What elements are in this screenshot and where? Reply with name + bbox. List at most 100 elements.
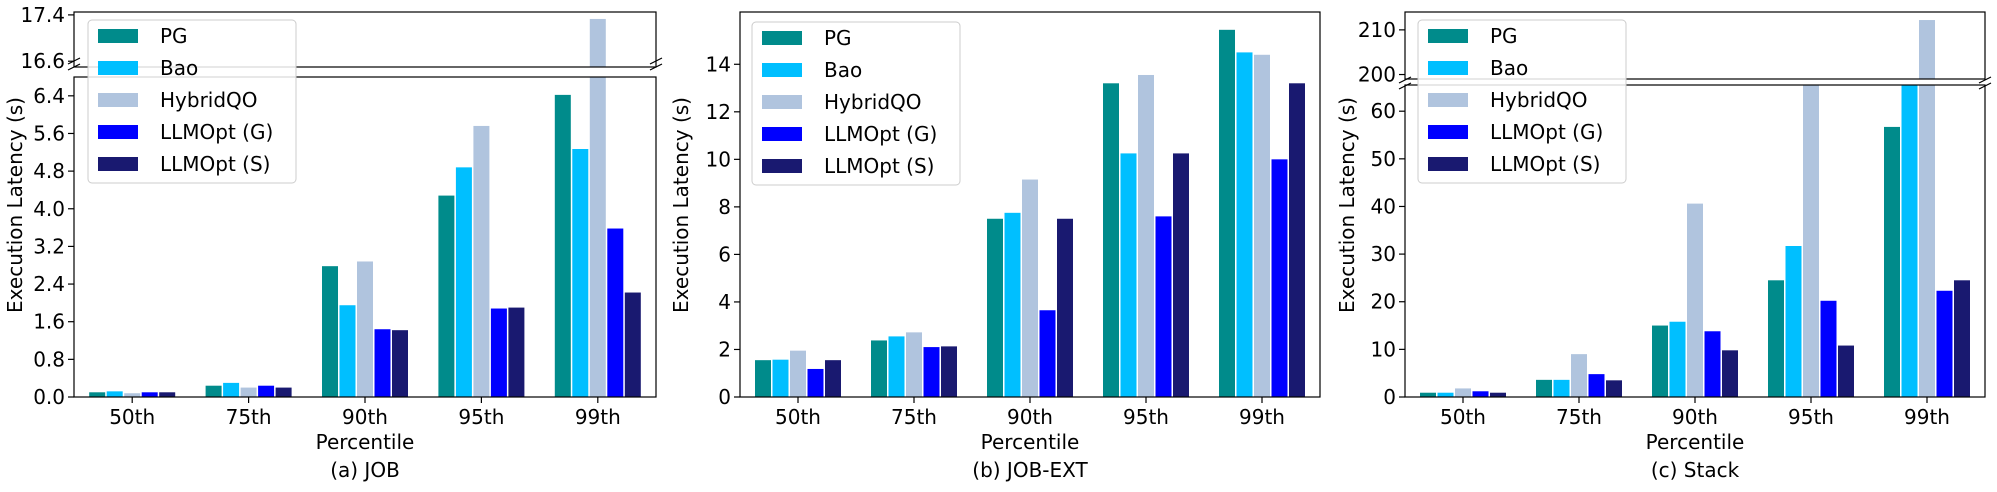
panel-a-ticks: 50th 75th 90th 95th 99th 0.0 0.8 1.6 2.4 3.2 4.0 4.… xyxy=(20,3,620,429)
bar-llmopt-s-99th xyxy=(624,292,641,397)
panel-c-upper-frame xyxy=(1404,11,1986,80)
legend-swatch-bao xyxy=(98,61,138,75)
y-tick-label: 0 xyxy=(718,385,731,409)
legend-swatch-llmopt-s xyxy=(762,159,802,173)
bar-llmopt-g-50th xyxy=(1472,391,1489,397)
y-tick-label: 2 xyxy=(718,337,731,361)
bar-hybridqo-95th xyxy=(1138,74,1154,397)
bar-pg-75th xyxy=(205,385,222,397)
panel-c-legend: PG Bao HybridQO LLMOpt (G) LLMOpt (S) xyxy=(1417,19,1627,184)
panel-c-stack: 50th 75th 90th 95th 99th0102030405060200210 … xyxy=(1335,11,1992,482)
bar-pg-95th xyxy=(438,195,455,397)
panel-c-title: (c) Stack xyxy=(1651,458,1740,482)
panel-b-title: (b) JOB-EXT xyxy=(972,458,1088,482)
legend-swatch-pg xyxy=(1428,29,1468,43)
bar-bao-75th xyxy=(223,382,240,397)
legend-label-llmopt-g: LLMOpt (G) xyxy=(824,122,937,146)
bar-llmopt-g-99th xyxy=(607,228,624,397)
x-tick-label-95th: 95th xyxy=(1123,405,1169,429)
bar-pg-95th xyxy=(1103,83,1119,397)
y-tick-label: 30 xyxy=(1371,242,1396,266)
y-tick-label: 16.6 xyxy=(20,49,65,73)
y-tick-label: 10 xyxy=(706,147,731,171)
legend-swatch-bao xyxy=(1428,61,1468,75)
panel-a-upper-frame xyxy=(73,11,657,68)
bar-bao-90th xyxy=(1669,321,1686,397)
panel-a-ylabel: Execution Latency (s) xyxy=(3,97,27,313)
y-tick-label: 14 xyxy=(706,52,731,76)
legend-label-llmopt-s: LLMOpt (S) xyxy=(160,152,270,176)
y-tick-label: 210 xyxy=(1358,18,1396,42)
bar-llmopt-g-90th xyxy=(1039,310,1056,397)
panel-a-job: 50th 75th 90th 95th 99th 0.0 0.8 1.6 2.4 3.2 4.0 4.… xyxy=(3,3,663,482)
bar-llmopt-s-75th xyxy=(1606,380,1622,397)
y-tick-label: 4.8 xyxy=(33,159,65,183)
bar-hybridqo-99th xyxy=(589,77,606,397)
legend-frame xyxy=(1417,19,1627,184)
bar-llmopt-g-99th xyxy=(1271,159,1288,397)
legend-swatch-hybridqo xyxy=(1428,93,1468,107)
legend-label-hybridqo: HybridQO xyxy=(1490,88,1588,112)
legend-swatch-llmopt-s xyxy=(1428,157,1468,171)
bar-llmopt-s-99th xyxy=(1954,280,1970,397)
bar-llmopt-s-75th xyxy=(275,387,292,397)
bar-hybridqo-95th xyxy=(473,125,490,398)
legend-label-pg: PG xyxy=(1490,24,1518,48)
bar-llmopt-s-95th xyxy=(1838,345,1854,397)
bar-llmopt-g-99th xyxy=(1936,290,1953,397)
x-tick-label-50th: 50th xyxy=(1440,405,1486,429)
legend-label-pg: PG xyxy=(824,26,852,50)
panel-c-break-marks xyxy=(1398,76,1992,90)
panel-b-job-ext: 50th 75th 90th 95th 99th 0 2 4 6 8 10 12 14 Executio… xyxy=(669,11,1321,482)
legend-swatch-pg xyxy=(98,29,138,43)
bar-bao-99th xyxy=(572,149,589,397)
legend-swatch-bao xyxy=(762,63,802,77)
y-tick-label: 20 xyxy=(1371,290,1396,314)
panel-c-ticks: 50th 75th 90th 95th 99th 0 10 20 30 40 50 60 200 210 xyxy=(1358,18,1950,429)
y-tick-label: 8 xyxy=(718,195,731,219)
bar-llmopt-s-95th xyxy=(1173,153,1189,397)
bar-hybridqo-90th xyxy=(1687,203,1703,397)
bar-pg-95th xyxy=(1768,280,1784,397)
legend-swatch-hybridqo xyxy=(762,95,802,109)
bar-llmopt-s-90th xyxy=(392,330,408,397)
legend-frame xyxy=(87,19,297,184)
bar-llmopt-g-75th xyxy=(923,347,940,397)
bar-bao-99th xyxy=(1901,85,1918,397)
x-tick-label-90th: 90th xyxy=(1007,405,1053,429)
bar-llmopt-s-50th xyxy=(159,392,176,397)
bar-bao-95th xyxy=(455,167,472,397)
legend-label-llmopt-s: LLMOpt (S) xyxy=(824,154,934,178)
legend-frame xyxy=(751,21,961,186)
bar-pg-99th xyxy=(1219,29,1235,398)
panel-c-ylabel: Execution Latency (s) xyxy=(1335,97,1359,313)
bar-llmopt-g-75th xyxy=(1588,374,1605,397)
bar-bao-95th xyxy=(1120,153,1137,397)
bar-pg-50th xyxy=(755,360,771,397)
bar-llmopt-g-50th xyxy=(807,368,824,397)
panel-b-legend: PG Bao HybridQO LLMOpt (G) LLMOpt (S) xyxy=(751,21,961,186)
x-tick-label-50th: 50th xyxy=(109,405,155,429)
panel-a-break-marks xyxy=(67,57,663,71)
y-tick-label: 6.4 xyxy=(33,84,65,108)
panel-b-frame xyxy=(739,11,1321,398)
panel-a-legend: PG Bao HybridQO LLMOpt (G) LLMOpt (S) xyxy=(87,19,297,184)
bar-hybridqo-99th xyxy=(1919,85,1935,397)
bar-hybridqo-75th xyxy=(1571,354,1587,397)
bar-bao-50th xyxy=(1437,392,1454,397)
y-tick-label: 4.0 xyxy=(33,197,65,221)
y-tick-label: 0.0 xyxy=(33,385,65,409)
x-tick-label-75th: 75th xyxy=(891,405,937,429)
legend-label-hybridqo: HybridQO xyxy=(824,90,922,114)
bar-bao-90th xyxy=(1004,212,1021,397)
x-tick-label-99th: 99th xyxy=(1904,405,1950,429)
panel-c-xlabel: Percentile xyxy=(1646,430,1745,454)
y-tick-label: 0.8 xyxy=(33,347,65,371)
bar-bao-99th xyxy=(1236,52,1253,397)
bar-llmopt-g-95th xyxy=(1155,216,1172,397)
bar-bao-50th xyxy=(106,391,123,397)
bar-hybridqo-75th xyxy=(240,387,257,397)
legend-label-llmopt-g: LLMOpt (G) xyxy=(1490,120,1603,144)
y-tick-label: 10 xyxy=(1371,337,1396,361)
